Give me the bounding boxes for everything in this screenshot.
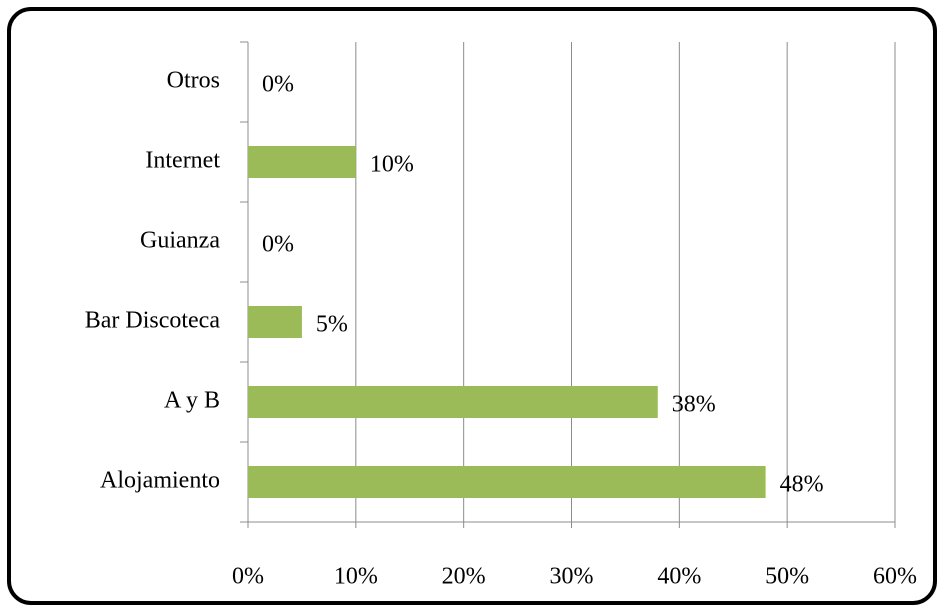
data-label: 38% [672, 392, 716, 418]
y-tick-label: Bar Discoteca [85, 308, 221, 334]
y-tick-label: Otros [167, 68, 220, 94]
data-label: 5% [316, 312, 348, 338]
x-tick-label: 40% [657, 564, 701, 590]
x-tick-label: 60% [873, 564, 917, 590]
data-label: 0% [262, 232, 294, 258]
data-label: 48% [780, 472, 824, 498]
x-tick-label: 10% [334, 564, 378, 590]
data-label: 0% [262, 72, 294, 98]
x-tick-label: 0% [232, 564, 264, 590]
y-tick-label: Guianza [140, 228, 220, 254]
y-tick-label: Internet [145, 148, 220, 174]
data-label: 10% [370, 152, 414, 178]
x-tick-label: 50% [765, 564, 809, 590]
bar [248, 146, 356, 178]
x-tick-label: 30% [550, 564, 594, 590]
y-tick-label: A y B [164, 388, 220, 414]
bar [248, 466, 766, 498]
y-tick-label: Alojamiento [100, 468, 220, 494]
bar [248, 386, 658, 418]
bar [248, 306, 302, 338]
chart-frame [7, 7, 937, 605]
x-tick-label: 20% [442, 564, 486, 590]
